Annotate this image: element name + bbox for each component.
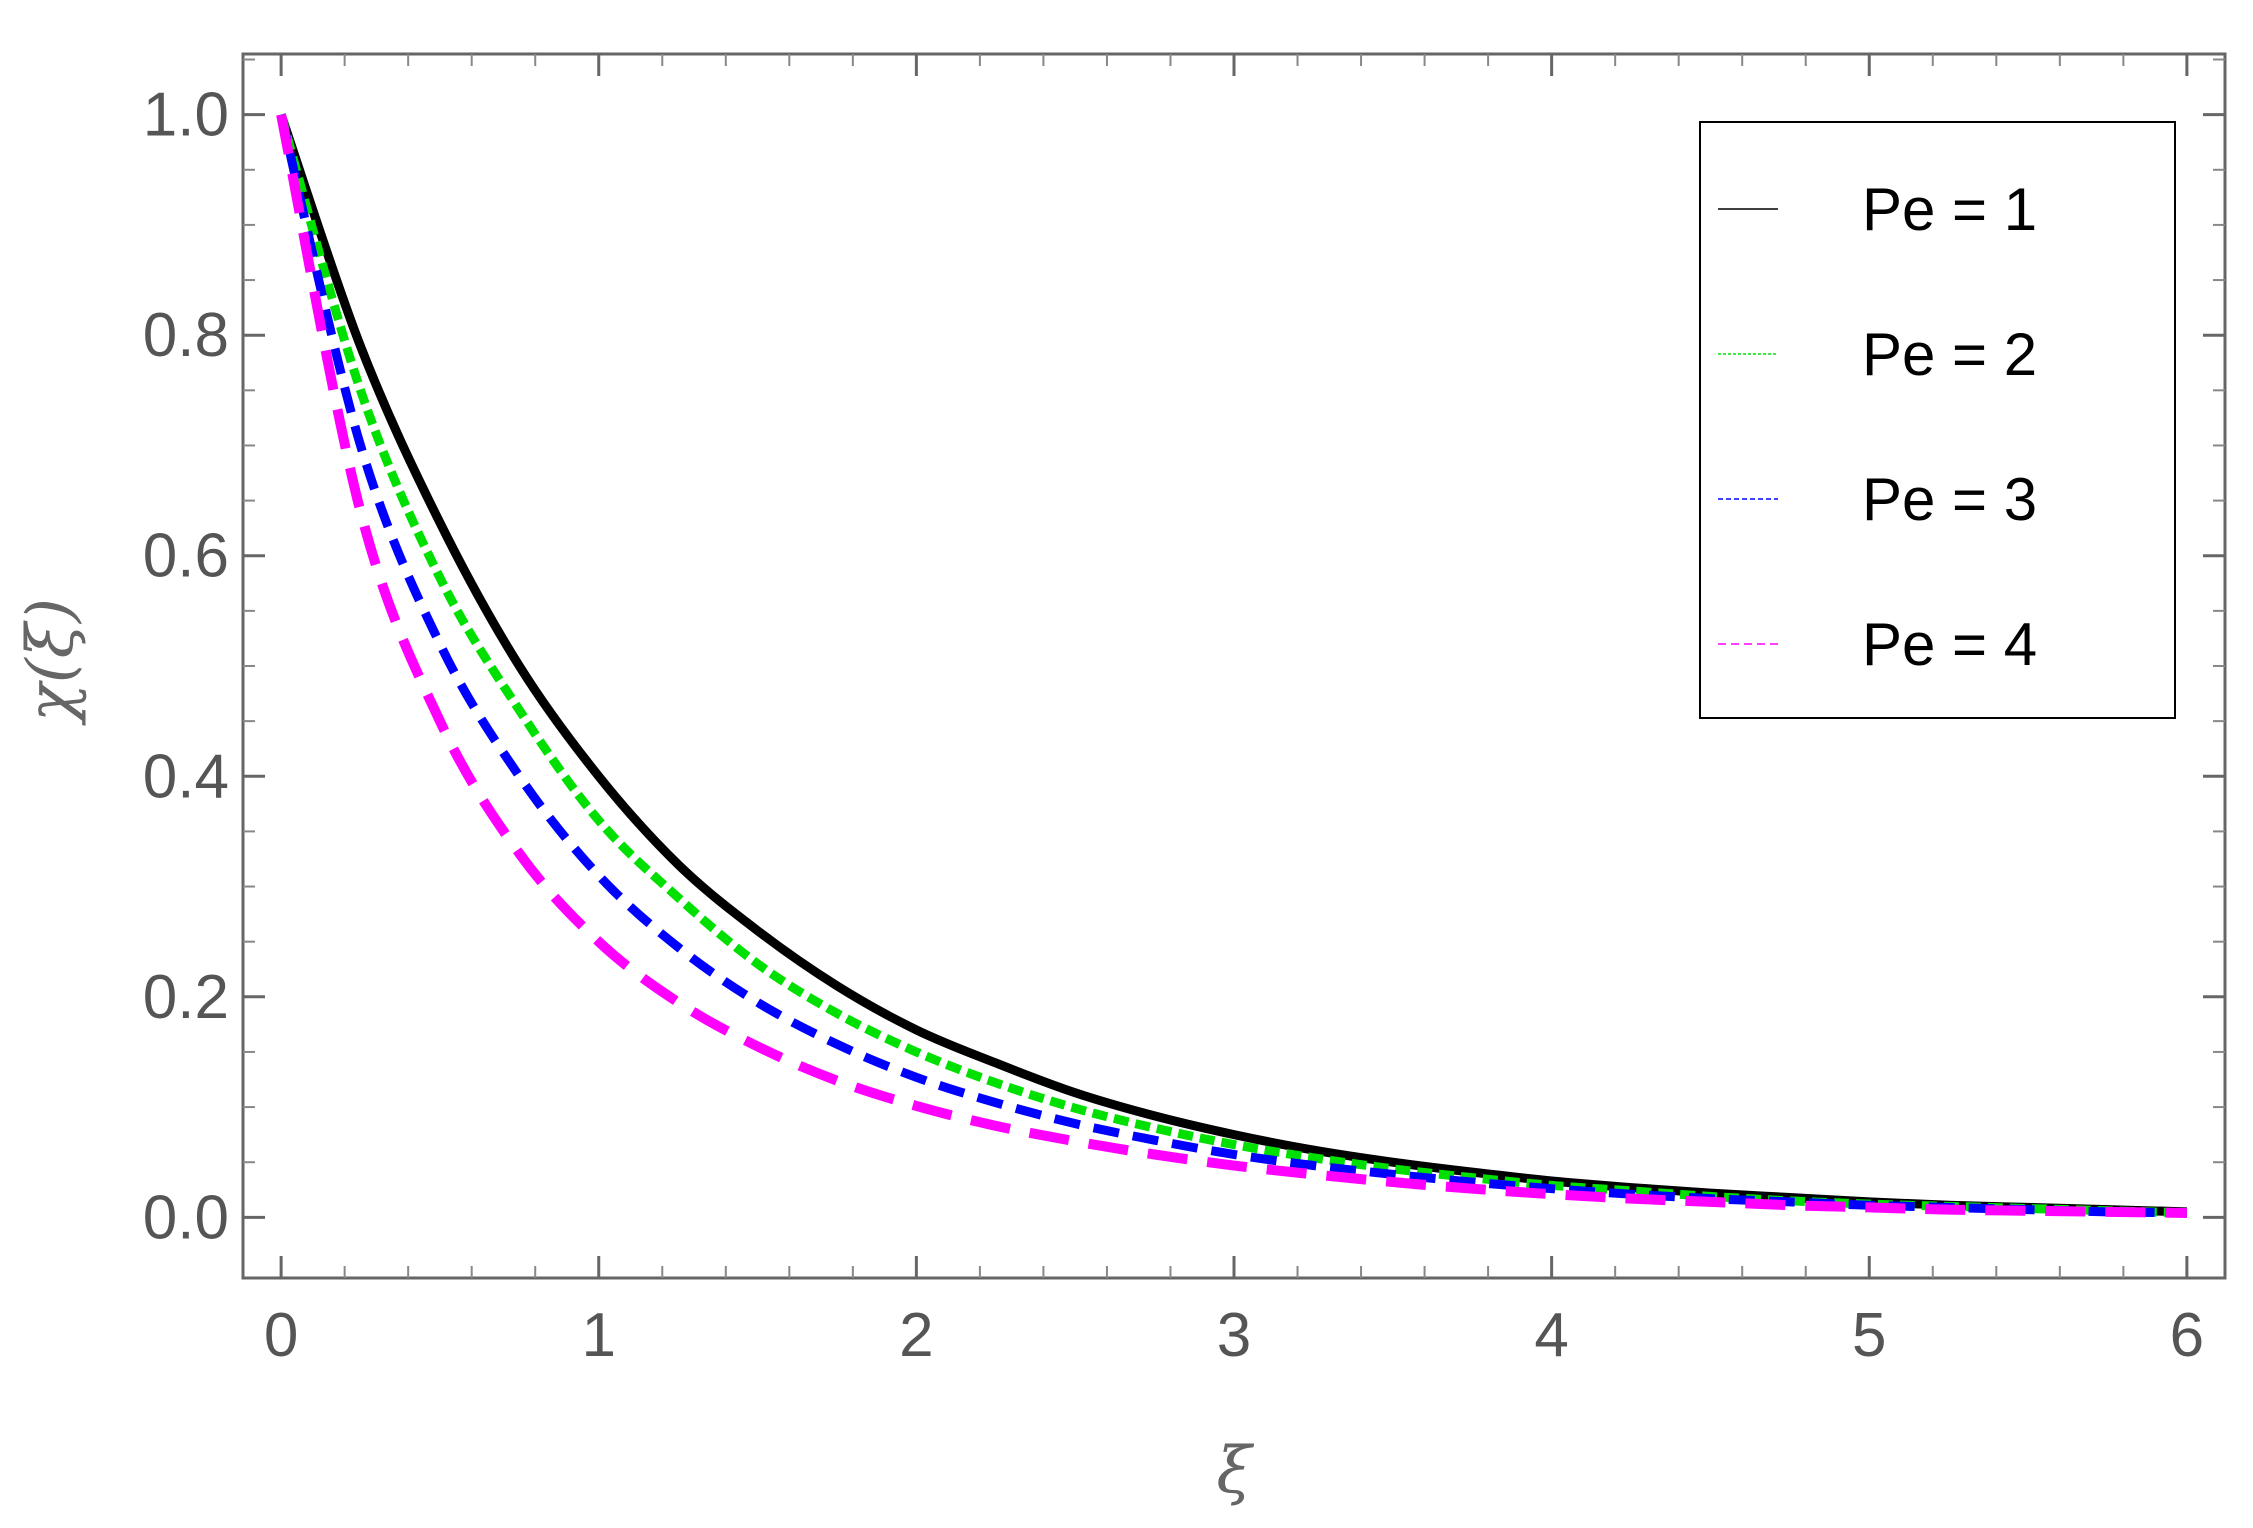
axis-tick-labels: 0 1 2 3 4 5 6 0.0 0.2 0.4 0.6 0.8 1.0 (143, 81, 2204, 1370)
x-tick-label: 3 (1217, 1301, 1251, 1370)
x-axis-label: ξ (1216, 1434, 1254, 1508)
y-tick-label: 1.0 (143, 81, 229, 150)
legend-box (1699, 121, 2176, 719)
y-tick-label: 0.2 (143, 963, 229, 1032)
x-tick-label: 4 (1534, 1301, 1568, 1370)
x-tick-label: 2 (899, 1301, 933, 1370)
y-axis-label: χ(ξ) (14, 598, 88, 726)
legend-label: Pe = 4 (1862, 611, 2037, 678)
legend-items: Pe = 1 Pe = 2 Pe = 3 Pe = 4 (1718, 176, 2037, 678)
legend-label: Pe = 3 (1862, 466, 2037, 533)
y-tick-label: 0.8 (143, 301, 229, 370)
series-line-pe-4 (276, 113, 2187, 1218)
legend: Pe = 1 Pe = 2 Pe = 3 Pe = 4 (1699, 121, 2176, 719)
x-tick-label: 0 (264, 1301, 298, 1370)
y-tick-label: 0.6 (143, 522, 229, 591)
axis-ticks (243, 54, 2225, 1278)
x-tick-label: 6 (2170, 1301, 2204, 1370)
legend-label: Pe = 2 (1862, 321, 2037, 388)
y-tick-label: 0.0 (143, 1183, 229, 1252)
legend-label: Pe = 1 (1862, 176, 2037, 243)
x-tick-label: 1 (582, 1301, 616, 1370)
y-tick-label: 0.4 (143, 742, 229, 811)
series-lines (276, 113, 2188, 1218)
x-tick-label: 5 (1852, 1301, 1886, 1370)
